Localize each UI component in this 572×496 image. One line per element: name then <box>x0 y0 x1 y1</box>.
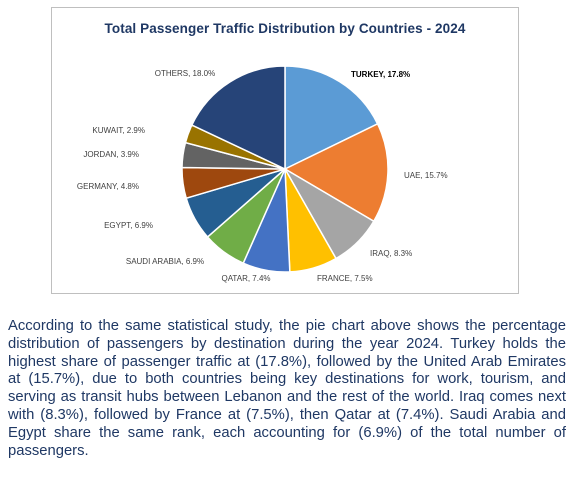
pie-chart-panel: Total Passenger Traffic Distribution by … <box>51 7 519 294</box>
slice-label-france: FRANCE, 7.5% <box>317 274 373 283</box>
slice-label-kuwait: KUWAIT, 2.9% <box>92 126 145 135</box>
slice-label-uae: UAE, 15.7% <box>404 171 448 180</box>
pie-slice-others <box>190 65 286 171</box>
slice-label-egypt: EGYPT, 6.9% <box>104 221 153 230</box>
slice-label-others: OTHERS, 18.0% <box>155 69 215 78</box>
slice-label-jordan: JORDAN, 3.9% <box>83 150 139 159</box>
pie-slice-uae <box>283 122 389 223</box>
pie-chart: TURKEY, 17.8% UAE, 15.7% IRAQ, 8.3% FRANCE,… <box>77 65 448 283</box>
slice-label-turkey: TURKEY, 17.8% <box>351 70 410 79</box>
pie-slice-turkey <box>284 65 379 171</box>
caption-paragraph: According to the same statistical study,… <box>8 318 566 459</box>
slice-label-saudi-arabia: SAUDI ARABIA, 6.9% <box>126 257 204 266</box>
slice-label-iraq: IRAQ, 8.3% <box>370 249 412 258</box>
chart-title: Total Passenger Traffic Distribution by … <box>104 21 466 36</box>
slice-label-germany: GERMANY, 4.8% <box>77 182 139 191</box>
slice-label-qatar: QATAR, 7.4% <box>221 274 270 283</box>
